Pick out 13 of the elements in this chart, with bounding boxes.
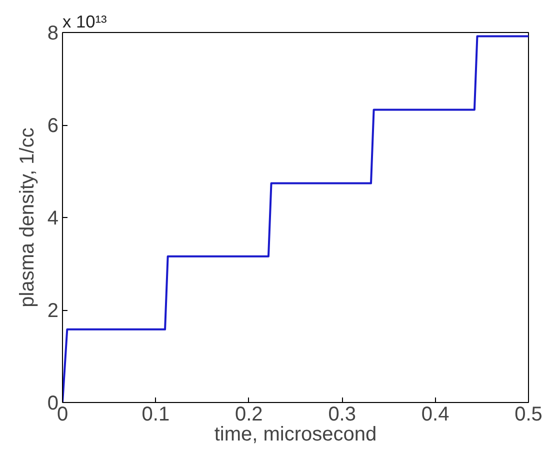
y-tick-label: 2 [47, 300, 58, 322]
y-axis-title: plasma density, 1/cc [16, 128, 38, 308]
y-tick-label: 6 [47, 115, 58, 137]
y-tick-label: 4 [47, 208, 58, 230]
x-tick-label: 0.1 [142, 404, 170, 426]
line-series [62, 35, 528, 402]
x-tick-label: 0.5 [514, 404, 542, 426]
x-axis-title: time, microsecond [214, 424, 377, 446]
text: x 10¹³ [62, 12, 108, 32]
x-tick-label: 0.2 [235, 404, 263, 426]
y-tick-label: 8 [47, 22, 58, 44]
x-tick-label: 0.4 [421, 404, 450, 426]
x-tick-label: 0.3 [328, 404, 356, 426]
